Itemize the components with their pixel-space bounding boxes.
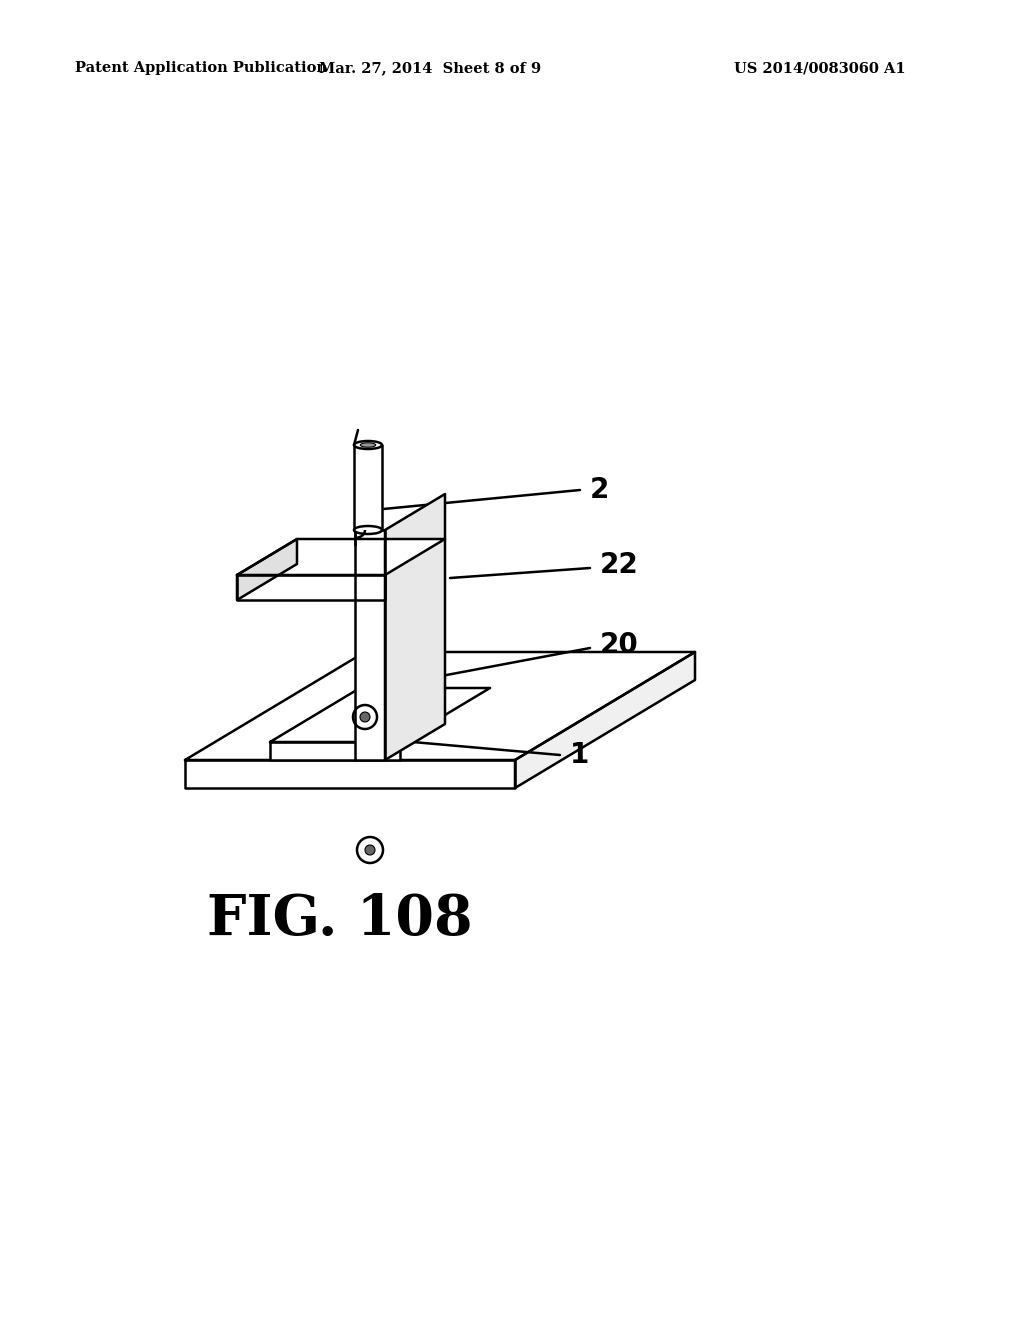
Circle shape bbox=[360, 711, 370, 722]
Text: Patent Application Publication: Patent Application Publication bbox=[75, 61, 327, 75]
Polygon shape bbox=[355, 531, 385, 760]
Polygon shape bbox=[515, 652, 695, 788]
Text: Mar. 27, 2014  Sheet 8 of 9: Mar. 27, 2014 Sheet 8 of 9 bbox=[318, 61, 541, 75]
Polygon shape bbox=[237, 576, 385, 601]
Circle shape bbox=[365, 845, 375, 855]
Text: 1: 1 bbox=[570, 741, 589, 770]
Polygon shape bbox=[185, 760, 515, 788]
Text: 20: 20 bbox=[600, 631, 639, 659]
Ellipse shape bbox=[354, 441, 382, 449]
Polygon shape bbox=[270, 742, 400, 760]
Polygon shape bbox=[185, 652, 695, 760]
Polygon shape bbox=[354, 445, 382, 531]
Polygon shape bbox=[270, 688, 490, 742]
Text: FIG. 108: FIG. 108 bbox=[207, 892, 473, 948]
Circle shape bbox=[353, 705, 377, 729]
Polygon shape bbox=[237, 539, 445, 576]
Ellipse shape bbox=[360, 442, 376, 447]
Text: 22: 22 bbox=[600, 550, 639, 579]
Circle shape bbox=[357, 837, 383, 863]
Polygon shape bbox=[237, 539, 297, 601]
Ellipse shape bbox=[354, 525, 382, 535]
Text: US 2014/0083060 A1: US 2014/0083060 A1 bbox=[734, 61, 906, 75]
Polygon shape bbox=[385, 494, 445, 760]
Text: 2: 2 bbox=[590, 477, 609, 504]
